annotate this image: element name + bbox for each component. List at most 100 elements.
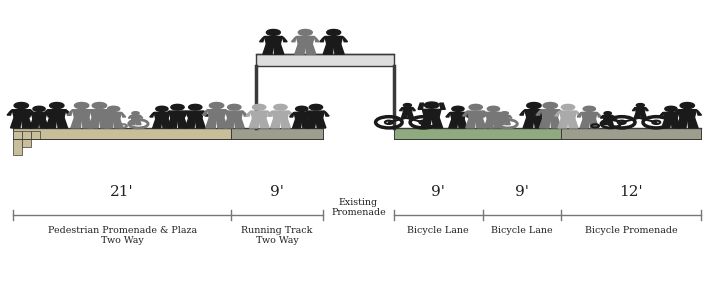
Polygon shape — [65, 111, 70, 116]
Circle shape — [310, 106, 322, 111]
Polygon shape — [679, 112, 683, 117]
Polygon shape — [449, 111, 466, 118]
Polygon shape — [108, 111, 113, 116]
Polygon shape — [502, 111, 507, 116]
Polygon shape — [29, 118, 39, 128]
Polygon shape — [102, 112, 106, 117]
Polygon shape — [170, 112, 174, 117]
Circle shape — [636, 104, 645, 107]
Circle shape — [452, 104, 464, 110]
Text: Existing
Promenade: Existing Promenade — [331, 198, 386, 217]
Circle shape — [562, 104, 574, 110]
Polygon shape — [540, 117, 550, 128]
Bar — [256, 54, 394, 66]
Polygon shape — [131, 115, 140, 119]
Bar — [13, 128, 231, 139]
Polygon shape — [635, 107, 645, 112]
Polygon shape — [568, 118, 578, 128]
Text: 12': 12' — [619, 185, 643, 199]
Circle shape — [543, 103, 557, 109]
Polygon shape — [162, 119, 171, 128]
Polygon shape — [493, 118, 503, 128]
Polygon shape — [550, 117, 561, 128]
Polygon shape — [82, 118, 92, 128]
Polygon shape — [48, 111, 65, 118]
Polygon shape — [310, 112, 314, 117]
Polygon shape — [314, 36, 319, 42]
Polygon shape — [334, 44, 344, 54]
Circle shape — [501, 112, 508, 115]
Polygon shape — [695, 112, 699, 117]
Polygon shape — [579, 117, 589, 128]
Polygon shape — [575, 110, 580, 115]
Polygon shape — [500, 115, 509, 119]
Polygon shape — [505, 119, 510, 125]
Polygon shape — [263, 44, 273, 54]
Polygon shape — [140, 115, 143, 118]
Polygon shape — [73, 111, 90, 118]
Text: 9': 9' — [270, 185, 284, 199]
Polygon shape — [224, 112, 229, 117]
Polygon shape — [663, 112, 679, 119]
Polygon shape — [687, 119, 697, 128]
Polygon shape — [305, 44, 316, 54]
Bar — [231, 128, 323, 139]
Polygon shape — [559, 110, 564, 115]
Polygon shape — [89, 118, 99, 128]
Polygon shape — [543, 110, 548, 115]
Polygon shape — [555, 111, 559, 116]
Polygon shape — [640, 112, 646, 118]
Text: 9': 9' — [515, 185, 529, 199]
Polygon shape — [645, 107, 648, 110]
Bar — [13, 131, 22, 155]
Polygon shape — [12, 110, 31, 117]
Polygon shape — [185, 117, 195, 128]
Polygon shape — [464, 112, 468, 117]
Circle shape — [425, 102, 439, 108]
Polygon shape — [297, 36, 314, 44]
Circle shape — [75, 104, 88, 110]
Polygon shape — [633, 107, 635, 110]
Polygon shape — [271, 118, 280, 128]
Polygon shape — [114, 119, 123, 128]
Polygon shape — [169, 111, 186, 118]
Polygon shape — [458, 118, 468, 128]
Polygon shape — [217, 119, 226, 128]
Text: Pedestrian Promenade & Plaza
Two Way: Pedestrian Promenade & Plaza Two Way — [48, 226, 197, 245]
Polygon shape — [308, 112, 324, 119]
Polygon shape — [324, 112, 328, 117]
Polygon shape — [403, 107, 413, 112]
Polygon shape — [250, 110, 268, 117]
Polygon shape — [408, 112, 413, 118]
Circle shape — [298, 29, 312, 36]
Polygon shape — [224, 118, 234, 128]
Polygon shape — [121, 112, 126, 117]
Polygon shape — [204, 112, 209, 117]
Polygon shape — [164, 111, 169, 116]
Polygon shape — [72, 118, 82, 128]
Polygon shape — [320, 36, 325, 42]
Polygon shape — [323, 44, 334, 54]
Circle shape — [107, 106, 120, 111]
Polygon shape — [47, 118, 57, 128]
Polygon shape — [21, 117, 32, 128]
Polygon shape — [520, 110, 525, 115]
Polygon shape — [290, 112, 294, 117]
Polygon shape — [678, 119, 687, 128]
Polygon shape — [525, 110, 543, 117]
Polygon shape — [484, 118, 493, 128]
Polygon shape — [418, 103, 424, 109]
Polygon shape — [186, 111, 191, 116]
Circle shape — [14, 103, 28, 109]
Polygon shape — [221, 111, 226, 116]
Polygon shape — [226, 111, 243, 118]
Polygon shape — [282, 36, 287, 42]
Polygon shape — [432, 117, 442, 128]
Circle shape — [171, 104, 184, 110]
Polygon shape — [181, 110, 186, 115]
Polygon shape — [468, 112, 484, 119]
Polygon shape — [272, 111, 289, 118]
Polygon shape — [295, 44, 305, 54]
Polygon shape — [7, 110, 12, 115]
Polygon shape — [90, 111, 95, 116]
